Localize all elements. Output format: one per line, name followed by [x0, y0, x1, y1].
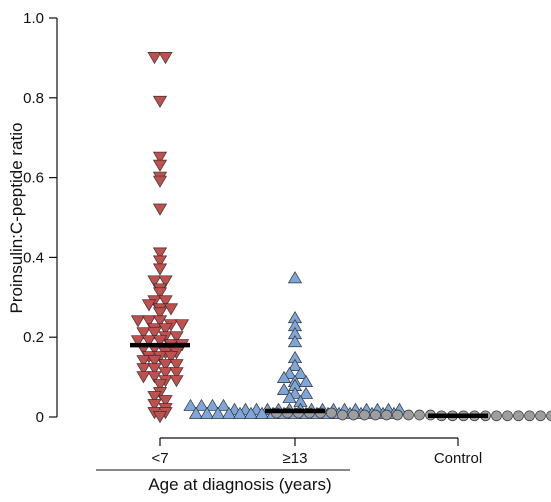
lt7-point — [169, 367, 184, 380]
control-point — [337, 409, 348, 421]
lt7-point — [147, 399, 162, 412]
lt7-point — [147, 275, 162, 288]
x-axis-label: Age at diagnosis (years) — [148, 475, 331, 494]
ge13-point — [188, 406, 204, 419]
lt7-point — [152, 263, 168, 276]
lt7-point — [152, 307, 168, 320]
lt7-point — [169, 331, 184, 344]
lt7-point — [152, 379, 168, 392]
ge13-point — [232, 406, 248, 419]
lt7-point — [141, 315, 157, 328]
axes: 0 0.2 0.4 0.6 0.8 1.0 <7 ≥13 Control — [23, 10, 482, 471]
ge13-point — [221, 406, 237, 419]
lt7-point — [136, 327, 151, 340]
ge13-point — [298, 374, 314, 387]
lt7-point — [152, 151, 168, 164]
median-lines — [130, 342, 488, 419]
ge13-point — [276, 370, 292, 383]
lt7-point — [147, 52, 162, 65]
ge13-point — [293, 366, 308, 379]
lt7-point — [174, 319, 190, 332]
ge13-point — [298, 386, 314, 399]
y-tick-label: 0.2 — [23, 329, 44, 346]
lt7-point — [152, 411, 168, 424]
lt7-point — [147, 355, 162, 368]
lt7-point — [169, 359, 184, 372]
lt7-point — [163, 351, 179, 364]
lt7-point — [136, 371, 151, 384]
ge13-point — [199, 406, 215, 419]
control-point — [326, 407, 337, 419]
lt7-point — [152, 247, 168, 260]
control-point — [359, 409, 370, 421]
lt7-point — [169, 375, 184, 388]
ge13-point — [282, 390, 297, 403]
lt7-point — [147, 391, 162, 404]
y-tick-label: 1.0 — [23, 10, 44, 27]
lt7-point — [152, 95, 168, 109]
lt7-point — [152, 175, 168, 188]
lt7-point — [152, 255, 168, 268]
x-tick-label: <7 — [151, 450, 168, 467]
lt7-point — [158, 395, 173, 408]
lt7-point — [152, 287, 168, 300]
control-point — [524, 410, 535, 422]
control-point — [535, 410, 546, 422]
lt7-point — [136, 355, 151, 368]
ge13-point — [183, 398, 198, 411]
control-point — [348, 409, 359, 421]
ge13-point — [194, 398, 209, 411]
lt7-point — [158, 367, 173, 380]
lt7-point — [152, 203, 168, 216]
lt7-point — [130, 335, 146, 348]
y-tick-label: 0.4 — [23, 249, 44, 266]
lt7-point — [158, 323, 173, 336]
y-tick-label: 0.8 — [23, 90, 44, 107]
lt7-point — [136, 363, 151, 376]
control-point — [381, 409, 392, 421]
data-marks — [130, 52, 551, 424]
ge13-point — [205, 398, 220, 411]
lt7-point — [147, 327, 162, 340]
control-point — [502, 410, 513, 422]
ge13-point — [276, 382, 292, 395]
lt7-point — [141, 335, 157, 348]
control-point — [546, 410, 551, 422]
lt7-point — [158, 275, 173, 288]
lt7-point — [163, 303, 179, 316]
lt7-point — [152, 159, 168, 172]
control-point — [513, 410, 524, 422]
x-tick-label: ≥13 — [283, 450, 308, 467]
ge13-point — [243, 406, 259, 419]
y-axis-label: Proinsulin:C-peptide ratio — [7, 123, 26, 314]
lt7-point — [158, 52, 173, 65]
y-tick-label: 0 — [36, 409, 44, 426]
ge13-point — [287, 334, 303, 348]
lt7-point — [152, 315, 168, 328]
ge13-point — [210, 406, 226, 419]
lt7-point — [147, 371, 162, 384]
lt7-point — [152, 335, 168, 348]
y-tick-label: 0.6 — [23, 170, 44, 187]
control-point — [403, 409, 414, 421]
ge13-point — [216, 398, 231, 411]
lt7-point — [147, 363, 162, 376]
control-point — [392, 409, 403, 421]
ge13-point — [287, 271, 303, 284]
lt7-point — [158, 359, 173, 372]
lt7-point — [130, 315, 146, 328]
control-point — [491, 410, 502, 422]
lt7-point — [141, 299, 157, 312]
lt7-point — [158, 295, 173, 308]
control-point — [370, 409, 381, 421]
ge13-point — [287, 358, 303, 372]
control-point — [414, 409, 425, 421]
x-tick-label: Control — [434, 450, 482, 467]
